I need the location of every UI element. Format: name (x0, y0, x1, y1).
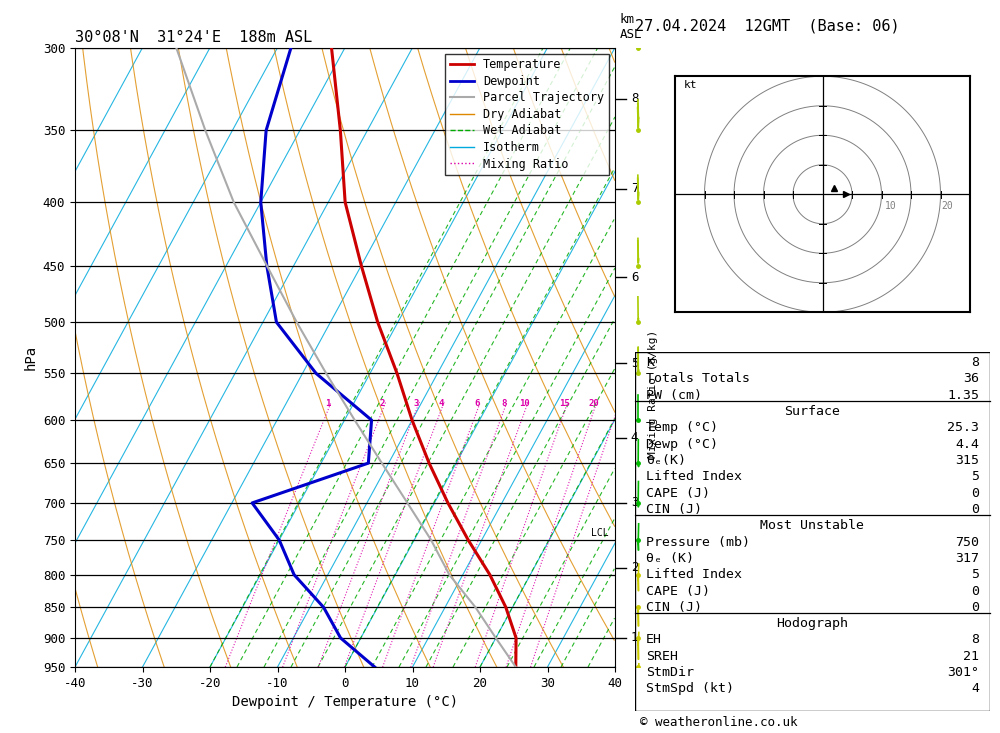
Text: 315: 315 (955, 454, 979, 467)
Text: CIN (J): CIN (J) (646, 601, 702, 614)
Text: K: K (646, 356, 654, 369)
Text: 5: 5 (971, 471, 979, 483)
Y-axis label: hPa: hPa (23, 345, 37, 370)
Text: Surface: Surface (784, 405, 840, 418)
Text: θₑ(K): θₑ(K) (646, 454, 686, 467)
Text: θₑ (K): θₑ (K) (646, 552, 694, 565)
Text: Hodograph: Hodograph (776, 617, 848, 630)
Text: CAPE (J): CAPE (J) (646, 487, 710, 500)
Text: 0: 0 (971, 487, 979, 500)
Legend: Temperature, Dewpoint, Parcel Trajectory, Dry Adiabat, Wet Adiabat, Isotherm, Mi: Temperature, Dewpoint, Parcel Trajectory… (445, 54, 609, 175)
Text: 301°: 301° (947, 666, 979, 679)
Text: 750: 750 (955, 536, 979, 548)
Text: StmDir: StmDir (646, 666, 694, 679)
X-axis label: Dewpoint / Temperature (°C): Dewpoint / Temperature (°C) (232, 696, 458, 710)
Text: Most Unstable: Most Unstable (761, 519, 864, 532)
Text: 1: 1 (325, 399, 330, 408)
Text: 2: 2 (631, 561, 638, 575)
Text: 20: 20 (942, 201, 953, 211)
Text: 3: 3 (413, 399, 419, 408)
Text: km
ASL: km ASL (620, 13, 642, 42)
Text: 4: 4 (971, 682, 979, 696)
Text: © weatheronline.co.uk: © weatheronline.co.uk (640, 716, 798, 729)
Text: PW (cm): PW (cm) (646, 388, 702, 402)
Text: CIN (J): CIN (J) (646, 503, 702, 516)
Text: Mixing Ratio (g/kg): Mixing Ratio (g/kg) (648, 330, 658, 458)
Text: 21: 21 (963, 650, 979, 663)
Text: Lifted Index: Lifted Index (646, 471, 742, 483)
Text: 317: 317 (955, 552, 979, 565)
Text: 27.04.2024  12GMT  (Base: 06): 27.04.2024 12GMT (Base: 06) (635, 18, 900, 33)
Text: 0: 0 (971, 584, 979, 597)
Text: 3: 3 (631, 496, 638, 509)
Text: 7: 7 (631, 182, 638, 195)
Text: kt: kt (684, 80, 697, 90)
Text: CAPE (J): CAPE (J) (646, 584, 710, 597)
Text: 10: 10 (519, 399, 530, 408)
Text: 5: 5 (631, 357, 638, 370)
Text: 0: 0 (971, 601, 979, 614)
Text: 1.35: 1.35 (947, 388, 979, 402)
Text: 25.3: 25.3 (947, 421, 979, 434)
Text: 15: 15 (559, 399, 570, 408)
Text: 6: 6 (474, 399, 480, 408)
Text: 5: 5 (971, 568, 979, 581)
Text: EH: EH (646, 633, 662, 647)
Text: 4: 4 (631, 431, 638, 444)
Text: 8: 8 (971, 633, 979, 647)
Text: Lifted Index: Lifted Index (646, 568, 742, 581)
Text: 8: 8 (501, 399, 506, 408)
Text: Temp (°C): Temp (°C) (646, 421, 718, 434)
Text: Totals Totals: Totals Totals (646, 372, 750, 386)
Text: StmSpd (kt): StmSpd (kt) (646, 682, 734, 696)
Text: 20: 20 (588, 399, 599, 408)
Text: 4: 4 (438, 399, 443, 408)
Text: 0: 0 (971, 503, 979, 516)
Text: 30°08'N  31°24'E  188m ASL: 30°08'N 31°24'E 188m ASL (75, 30, 312, 45)
Text: 36: 36 (963, 372, 979, 386)
Text: 6: 6 (631, 270, 638, 284)
Text: Dewp (°C): Dewp (°C) (646, 438, 718, 451)
Text: 8: 8 (631, 92, 638, 106)
Text: Pressure (mb): Pressure (mb) (646, 536, 750, 548)
Text: 4.4: 4.4 (955, 438, 979, 451)
Text: 8: 8 (971, 356, 979, 369)
Text: LCL: LCL (591, 528, 608, 538)
Text: 1: 1 (631, 631, 638, 644)
Text: 2: 2 (379, 399, 385, 408)
Text: SREH: SREH (646, 650, 678, 663)
Text: 10: 10 (884, 201, 896, 211)
